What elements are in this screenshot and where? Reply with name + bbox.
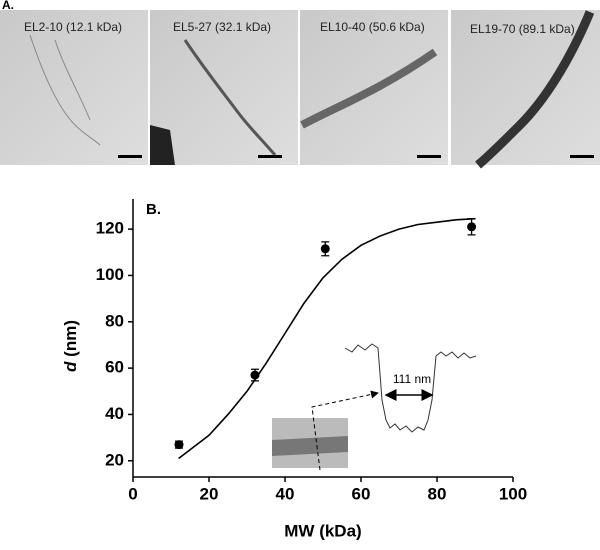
scale-bar — [570, 155, 594, 158]
x-tick-label: 40 — [276, 484, 295, 503]
fit-curve — [178, 217, 476, 460]
panel-label: A. — [2, 0, 14, 12]
data-point — [320, 244, 330, 254]
profile-trace — [344, 343, 477, 433]
y-label-unit: (nm) — [61, 320, 80, 357]
image-label: EL19-70 (89.1 kDa) — [470, 22, 575, 36]
inset — [272, 343, 477, 471]
scale-bar — [118, 155, 142, 158]
micrographs — [0, 10, 600, 169]
data-point — [250, 370, 260, 380]
y-tick-label: 20 — [105, 450, 124, 469]
y-tick-label: 60 — [105, 358, 124, 377]
x-tick-label: 0 — [128, 484, 137, 503]
inset-fiber — [272, 436, 348, 456]
image-label: EL10-40 (50.6 kDa) — [320, 20, 425, 34]
scale-bar — [258, 155, 282, 158]
image-label: EL5-27 (32.1 kDa) — [173, 20, 271, 34]
x-tick-label: 60 — [352, 484, 371, 503]
scale-bar — [417, 155, 441, 158]
inset-pointer — [311, 390, 379, 471]
data-point — [174, 440, 184, 450]
y-axis-label: d (nm) — [61, 320, 80, 372]
annotation: 111 nm — [393, 372, 431, 386]
y-tick-label: 80 — [105, 311, 124, 330]
image-label: EL2-10 (12.1 kDa) — [24, 20, 122, 34]
x-axis-label: MW (kDa) — [284, 521, 361, 540]
data-point — [467, 222, 477, 232]
y-label-symbol: d — [61, 361, 80, 372]
fiber — [29, 34, 101, 146]
fiber — [300, 48, 438, 129]
fiber — [475, 10, 595, 169]
y-tick-label: 40 — [105, 404, 124, 423]
micrograph — [0, 10, 148, 165]
x-tick-label: 100 — [499, 484, 527, 503]
panel-label: B. — [146, 201, 161, 218]
dark-region — [150, 125, 175, 165]
micrograph — [150, 10, 298, 165]
y-tick-label: 120 — [96, 219, 124, 238]
y-tick-label: 100 — [96, 265, 124, 284]
x-tick-label: 80 — [428, 484, 447, 503]
x-tick-label: 20 — [200, 484, 219, 503]
fiber — [183, 39, 277, 156]
